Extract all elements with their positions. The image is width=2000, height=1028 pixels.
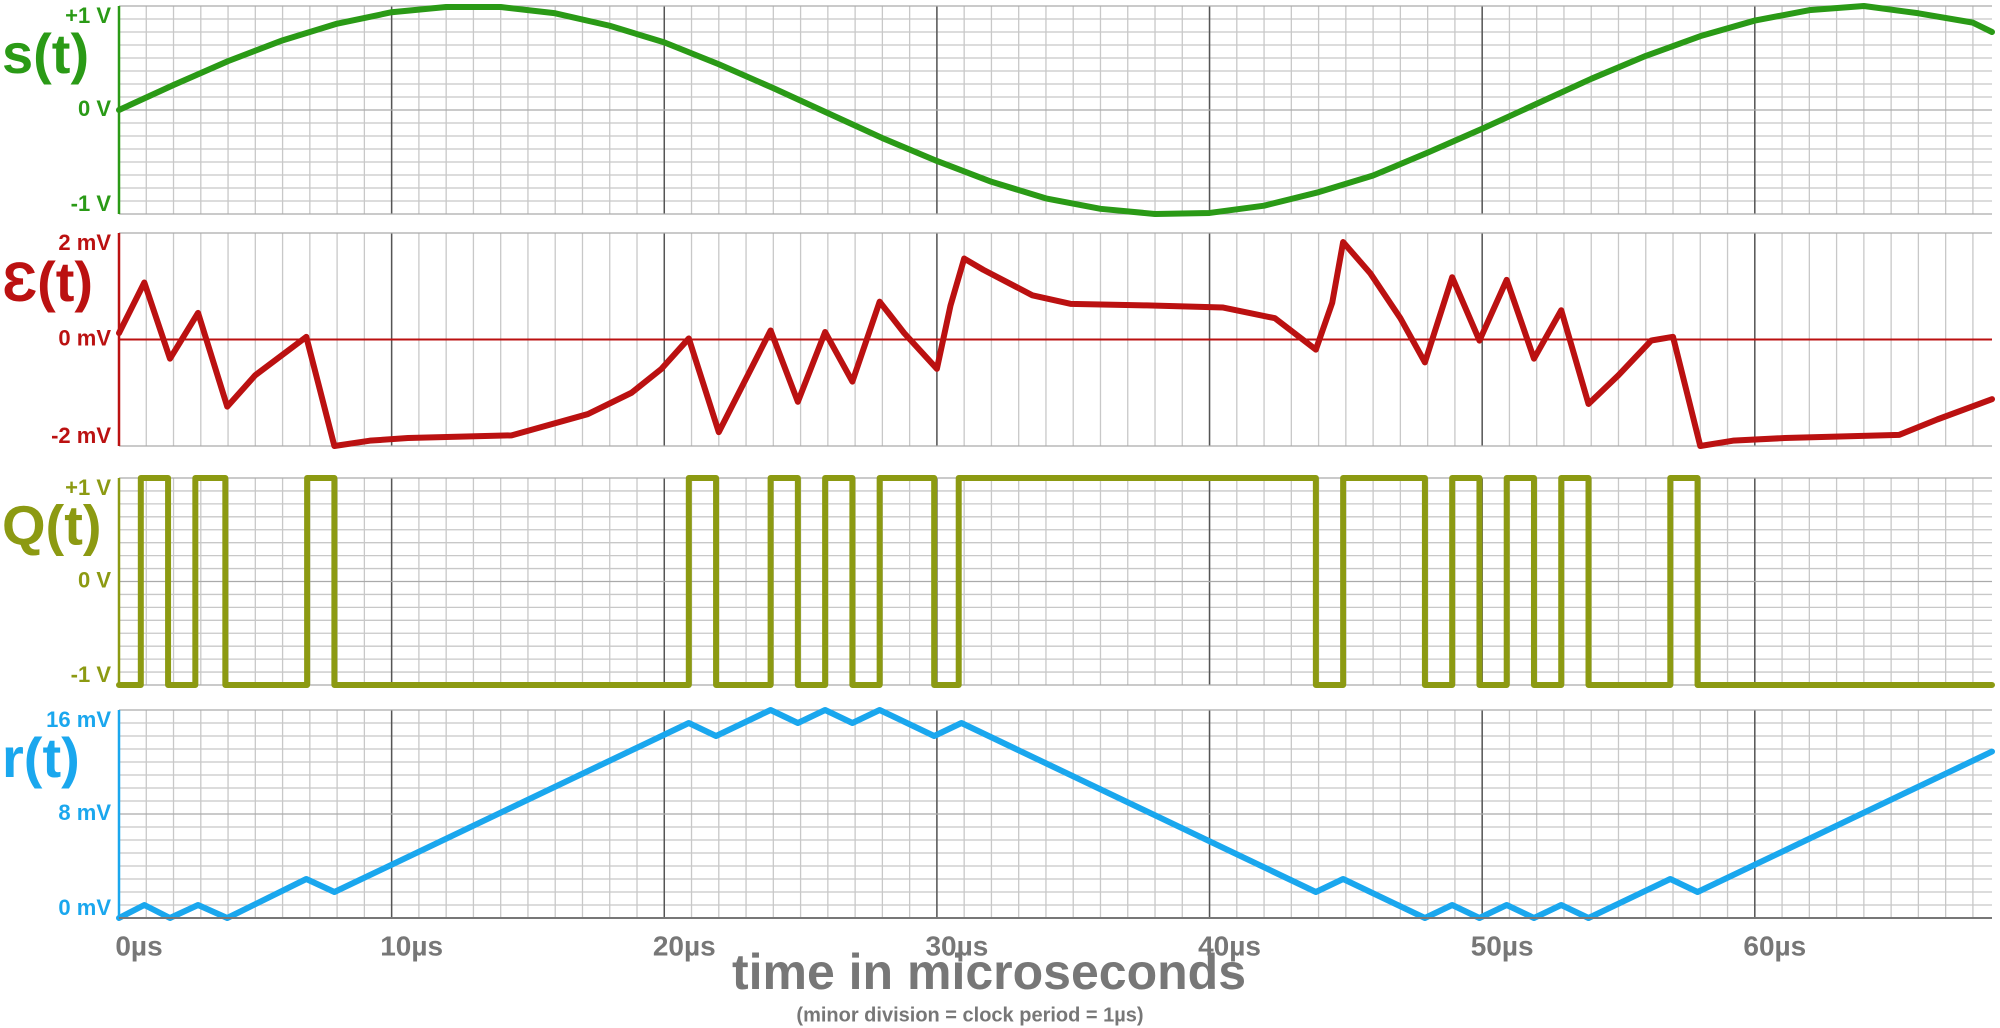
y-tick-label: 0 V [78,567,111,592]
signal-line [116,707,1995,921]
y-tick-label: 2 mV [58,230,111,255]
y-tick-label: -2 mV [51,423,111,448]
x-tick-label: 10µs [380,930,443,961]
y-tick-label: -1 V [71,662,112,687]
signal-line [116,239,1995,449]
y-tick-label: +1 V [65,3,111,28]
x-tick-label: 30µs [925,930,988,961]
y-tick-label: 0 V [78,96,111,121]
y-tick-label: +1 V [65,475,111,500]
y-tick-label: 8 mV [58,800,111,825]
x-tick-label: 60µs [1743,930,1806,961]
y-axis-label: Q(t) [2,494,102,557]
y-axis-label: s(t) [2,22,89,85]
x-tick-label: 40µs [1198,930,1261,961]
y-tick-label: 0 mV [58,325,111,350]
x-tick-label: 20µs [653,930,716,961]
y-axis-label: r(t) [2,726,80,789]
y-tick-label: -1 V [71,191,112,216]
signal-line [116,3,1995,217]
x-axis-note: (minor division = clock period = 1µs) [796,1004,1143,1026]
x-tick-label: 0µs [115,930,162,961]
y-tick-label: 0 mV [58,895,111,920]
x-axis-label: time in microseconds [732,944,1246,1000]
signal-line [116,475,1995,688]
x-tick-label: 50µs [1471,930,1534,961]
y-axis-label: Ɛ(t) [2,250,93,313]
y-tick-label: 16 mV [46,707,111,732]
